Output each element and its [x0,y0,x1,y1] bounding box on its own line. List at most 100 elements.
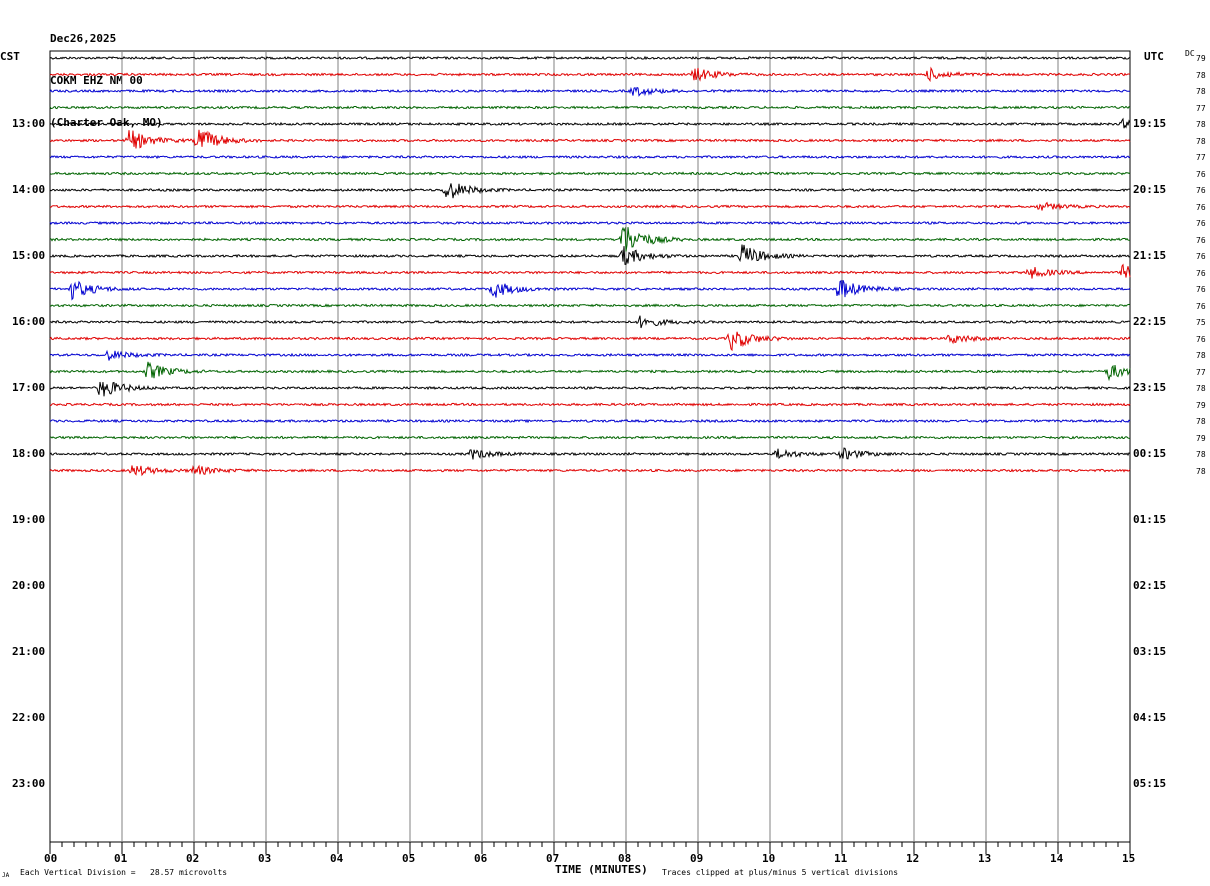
seismic-trace [49,201,1131,211]
left-hour-label: 20:00 [12,579,46,592]
right-hour-label: 23:15 [1133,381,1167,394]
left-timezone-label: CST [0,50,20,63]
dc-offset-value: 76 [1196,186,1206,195]
x-tick-label: 05 [402,852,416,865]
x-tick-label: 02 [186,852,200,865]
x-tick-label: 15 [1122,852,1136,865]
dc-offset-value: 78 [1196,417,1206,426]
seismic-trace [49,315,1131,329]
right-hour-label: 01:15 [1133,513,1167,526]
seismic-trace [49,303,1131,308]
dc-offset-value: 76 [1196,202,1206,212]
header-location: (Charter Oak, MO) [50,116,163,129]
x-tick-label: 06 [474,852,488,865]
dc-label: DC [1185,49,1195,58]
seismic-trace [49,55,1131,61]
plot-frame [49,50,1131,843]
left-hour-label: 22:00 [12,711,46,724]
dc-offset-value: 78 [1196,87,1206,96]
footer-clip-note: Traces clipped at plus/minus 5 vertical … [662,868,899,877]
dc-offset-value: 76 [1196,334,1206,344]
x-tick-label: 14 [1050,852,1064,865]
right-hour-label: 19:15 [1133,117,1167,130]
left-hour-label: 17:00 [12,381,46,394]
seismic-trace [49,220,1131,226]
dc-offset-value: 78 [1196,136,1206,146]
dc-offset-value: 75 [1196,318,1206,327]
dc-offset-value: 79 [1196,54,1206,63]
footer-corner: JA [2,872,10,879]
dc-offset-value: 76 [1196,219,1206,228]
x-tick-label: 12 [906,852,920,865]
seismic-trace [49,464,1131,477]
left-hour-label: 23:00 [12,777,46,790]
dc-offset-value: 78 [1196,70,1206,80]
footer-scale-note: Each Vertical Division = 28.57 microvolt… [20,868,228,877]
x-tick-label: 11 [834,852,848,865]
left-hour-label: 14:00 [12,183,46,196]
dc-offset-value: 79 [1196,433,1206,443]
left-hour-label: 19:00 [12,513,46,526]
seismic-trace [49,86,1130,97]
dc-offset-value: 78 [1196,450,1206,459]
dc-offset-value: 76 [1196,235,1206,245]
x-tick-label: 07 [546,852,560,865]
seismic-trace [49,349,1131,361]
x-tick-label: 00 [44,852,58,865]
seismic-trace [49,244,1131,265]
seismic-trace [49,263,1131,279]
dc-offset-value: 77 [1196,153,1206,162]
right-hour-label: 03:15 [1133,645,1167,658]
seismic-trace [49,105,1131,110]
left-hour-label: 18:00 [12,447,46,460]
dc-offset-value: 78 [1196,466,1206,476]
seismic-trace [49,129,1131,149]
dc-offset-value: 77 [1196,103,1206,113]
dc-offset-value: 76 [1196,301,1206,311]
x-tick-label: 09 [690,852,704,865]
seismic-trace [49,279,1131,301]
left-hour-label: 13:00 [12,117,46,130]
x-axis-title: TIME (MINUTES) [555,863,648,876]
x-tick-label: 08 [618,852,632,865]
left-hour-label: 16:00 [12,315,46,328]
header-station: COKM EHZ NM 00 [50,74,143,87]
seismic-trace [49,447,1131,460]
dc-offset-value: 76 [1196,285,1206,294]
right-hour-label: 02:15 [1133,579,1167,592]
x-tick-label: 01 [114,852,128,865]
dc-offset-value: 76 [1196,252,1206,261]
x-tick-label: 04 [330,852,344,865]
seismic-trace [49,331,1131,352]
seismic-trace [49,154,1131,160]
seismic-trace [49,183,1130,199]
right-hour-label: 04:15 [1133,711,1167,724]
left-hour-label: 21:00 [12,645,46,658]
seismic-trace [49,435,1131,440]
right-hour-label: 22:15 [1133,315,1167,328]
seismic-trace [49,418,1131,424]
dc-offset-value: 79 [1196,400,1206,410]
right-hour-label: 20:15 [1133,183,1167,196]
seismic-trace [49,117,1131,129]
right-hour-label: 21:15 [1133,249,1167,262]
x-tick-label: 03 [258,852,272,865]
right-timezone-label: UTC [1144,50,1164,63]
header-block: Dec26,2025 COKM EHZ NM 00 (Charter Oak, … [50,4,163,144]
dc-offset-value: 78 [1196,351,1206,360]
seismic-trace [49,402,1131,407]
x-tick-label: 10 [762,852,776,865]
right-hour-label: 05:15 [1133,777,1167,790]
seismic-trace [49,66,1131,83]
x-tick-label: 13 [978,852,992,865]
dc-offset-value: 78 [1196,120,1206,129]
header-date: Dec26,2025 [50,32,117,45]
dc-offset-value: 76 [1196,169,1206,179]
seismic-trace [49,361,1131,382]
seismic-trace [49,171,1131,176]
dc-offset-value: 78 [1196,384,1206,393]
right-hour-label: 00:15 [1133,447,1167,460]
left-hour-label: 15:00 [12,249,46,262]
dc-offset-value: 77 [1196,367,1206,377]
